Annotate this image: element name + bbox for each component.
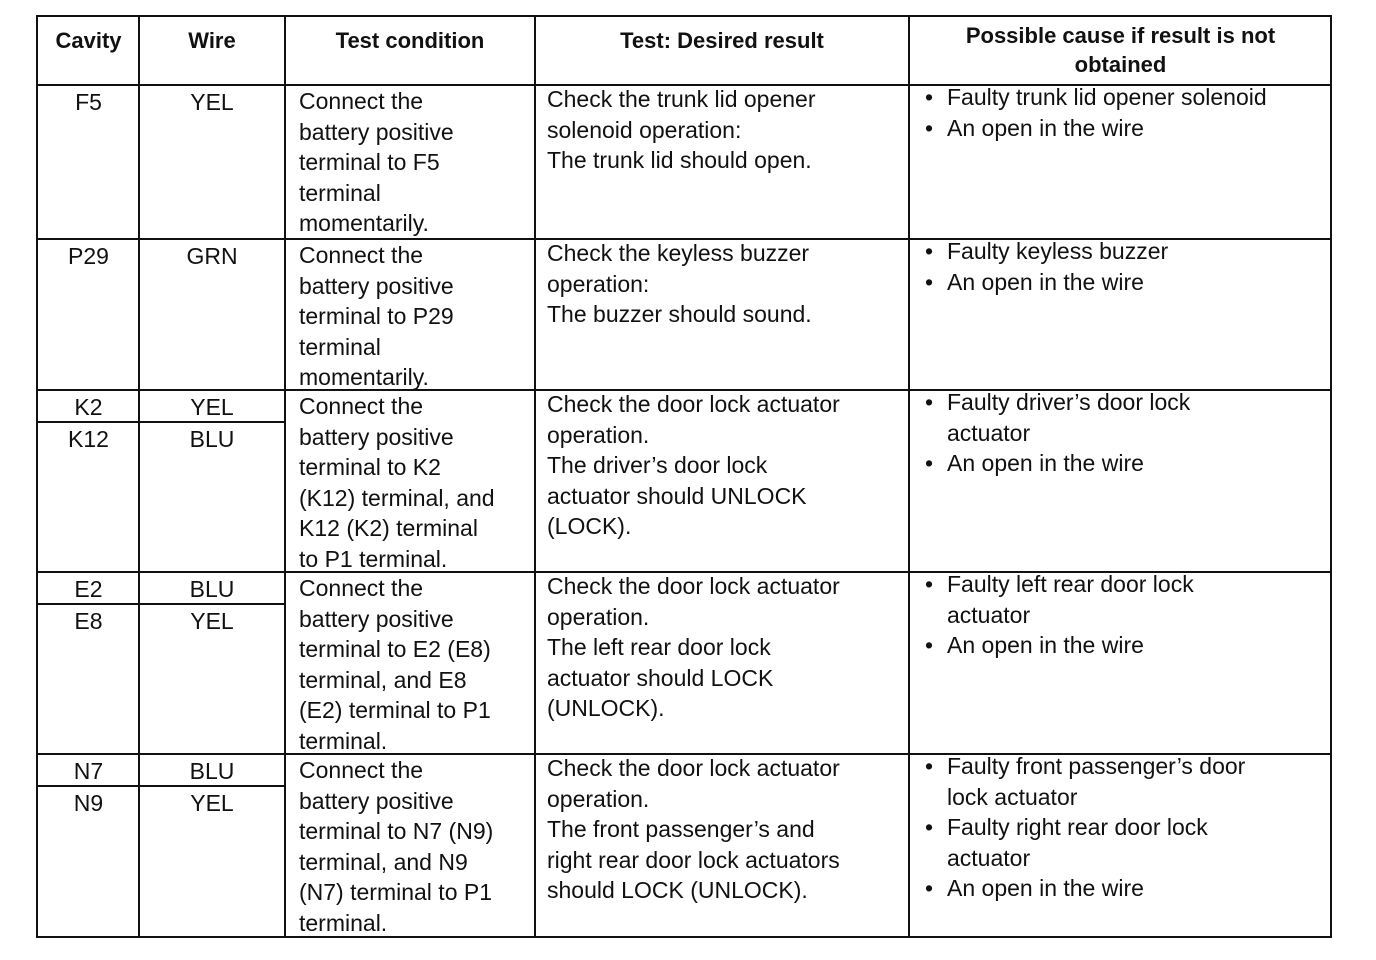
row-divider bbox=[38, 389, 1330, 391]
wire-cell: YEL bbox=[190, 608, 234, 634]
possible-cause-item: An open in the wire bbox=[947, 268, 1144, 295]
header-wire: Wire bbox=[188, 28, 236, 53]
desired-result-cell: Check the keyless buzzer operation: The … bbox=[547, 240, 812, 327]
possible-cause-item: Faulty driver’s door lock actuator bbox=[947, 389, 1191, 446]
bullet-icon: • bbox=[925, 268, 934, 295]
test-condition-cell: Connect the battery positive terminal to… bbox=[299, 757, 494, 936]
sub-row-divider bbox=[38, 603, 285, 605]
bullet-icon: • bbox=[925, 571, 934, 597]
bullet-icon: • bbox=[925, 114, 934, 141]
test-condition-cell: Connect the battery positive terminal to… bbox=[299, 393, 495, 572]
wire-cell: YEL bbox=[190, 790, 234, 816]
cavity-cell: P29 bbox=[68, 243, 109, 269]
cavity-cell: K2 bbox=[74, 394, 103, 420]
bullet-icon: • bbox=[925, 632, 934, 658]
wire-cell: YEL bbox=[190, 89, 234, 115]
connector-test-table: Cavity Wire Test condition Test: Desired re… bbox=[36, 15, 1332, 938]
cavity-cell: K12 bbox=[68, 426, 109, 452]
desired-result-cell: Check the door lock actuator operation. … bbox=[547, 573, 840, 721]
cavity-cell: E8 bbox=[74, 608, 103, 634]
bullet-icon: • bbox=[925, 875, 934, 901]
bullet-icon: • bbox=[925, 389, 934, 415]
possible-cause-item: An open in the wire bbox=[947, 875, 1144, 901]
wire-cell: BLU bbox=[189, 758, 235, 784]
possible-cause-item: Faulty front passenger’s door lock actua… bbox=[947, 753, 1246, 810]
bullet-icon: • bbox=[925, 450, 934, 476]
possible-cause-item: Faulty trunk lid opener solenoid bbox=[947, 84, 1267, 110]
header-possible-cause: Possible cause if result is not obtained bbox=[965, 23, 1276, 77]
column-divider bbox=[138, 17, 140, 936]
row-divider bbox=[38, 238, 1330, 240]
possible-cause-item: An open in the wire bbox=[947, 450, 1144, 476]
bullet-icon: • bbox=[925, 753, 934, 779]
cavity-cell: N9 bbox=[73, 790, 104, 816]
cavity-cell: N7 bbox=[73, 758, 104, 784]
wire-cell: BLU bbox=[189, 426, 235, 452]
bullet-icon: • bbox=[925, 814, 934, 840]
possible-cause-item: Faulty right rear door lock actuator bbox=[947, 814, 1208, 871]
bullet-icon: • bbox=[925, 84, 934, 110]
column-divider bbox=[284, 17, 286, 936]
desired-result-cell: Check the door lock actuator operation. … bbox=[547, 391, 840, 539]
row-divider bbox=[38, 753, 1330, 755]
wire-cell: BLU bbox=[189, 576, 235, 602]
bullet-icon: • bbox=[925, 238, 934, 264]
cavity-cell: F5 bbox=[75, 89, 102, 115]
row-divider bbox=[38, 571, 1330, 573]
column-divider bbox=[908, 17, 910, 936]
header-cavity: Cavity bbox=[55, 28, 122, 53]
desired-result-cell: Check the door lock actuator operation. … bbox=[547, 755, 840, 903]
possible-cause-item: An open in the wire bbox=[947, 114, 1144, 141]
sub-row-divider bbox=[38, 421, 285, 423]
test-condition-cell: Connect the battery positive terminal to… bbox=[299, 242, 454, 390]
column-divider bbox=[534, 17, 536, 936]
possible-cause-item: An open in the wire bbox=[947, 632, 1144, 658]
sub-row-divider bbox=[38, 785, 285, 787]
test-condition-cell: Connect the battery positive terminal to… bbox=[299, 575, 491, 754]
possible-cause-item: Faulty keyless buzzer bbox=[947, 238, 1169, 264]
cavity-cell: E2 bbox=[74, 576, 103, 602]
desired-result-cell: Check the trunk lid opener solenoid oper… bbox=[547, 86, 816, 173]
wire-cell: YEL bbox=[190, 394, 234, 420]
possible-cause-item: Faulty left rear door lock actuator bbox=[947, 571, 1194, 628]
row-divider bbox=[38, 84, 1330, 86]
test-condition-cell: Connect the battery positive terminal to… bbox=[299, 88, 454, 236]
wire-cell: GRN bbox=[186, 243, 238, 269]
header-desired-result: Test: Desired result bbox=[620, 28, 824, 53]
header-test-condition: Test condition bbox=[335, 28, 485, 53]
